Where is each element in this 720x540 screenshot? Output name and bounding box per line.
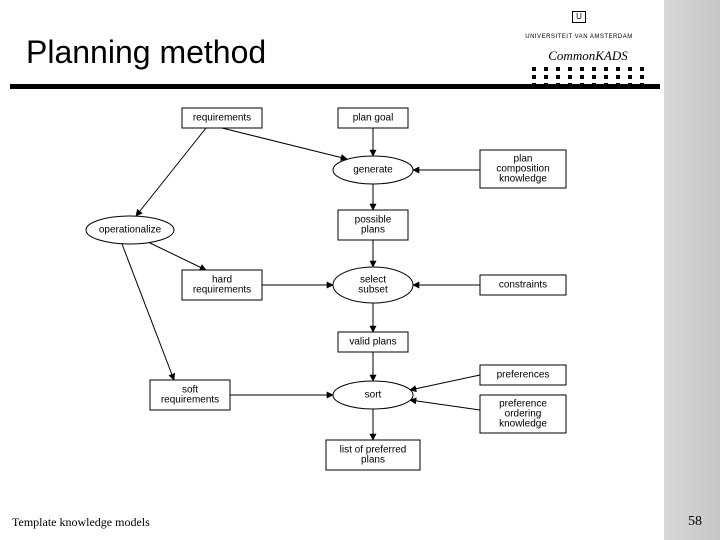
node-plan_comp_know: plancompositionknowledge — [480, 150, 566, 188]
node-sort: sort — [333, 381, 413, 409]
node-label: preferences — [497, 370, 550, 381]
node-generate: generate — [333, 156, 413, 184]
commonkads-text: CommonKADS — [522, 48, 654, 64]
node-label: requirements — [193, 113, 251, 124]
node-hard_req: hardrequirements — [182, 270, 262, 300]
edge-pref_order_know-sort — [410, 400, 480, 410]
university-mark-icon: U — [572, 11, 586, 23]
node-label: requirements — [161, 395, 219, 406]
flowchart-svg: requirements plan goal generate plancomposi… — [40, 100, 660, 500]
node-possible_plans: possibleplans — [338, 210, 408, 240]
node-valid_plans: valid plans — [338, 332, 408, 352]
right-grey-strip — [664, 0, 720, 540]
node-select_subset: selectsubset — [333, 267, 413, 303]
university-logo: U UNIVERSITEIT VAN AMSTERDAM — [504, 6, 654, 43]
node-label: knowledge — [499, 419, 547, 430]
university-text: UNIVERSITEIT VAN AMSTERDAM — [525, 34, 632, 40]
edge-requirements-generate — [222, 128, 347, 159]
footer-text: Template knowledge models — [12, 515, 150, 530]
slide: U UNIVERSITEIT VAN AMSTERDAM CommonKADS … — [0, 0, 720, 540]
flowchart-diagram: requirements plan goal generate plancomposi… — [40, 100, 660, 500]
node-label: valid plans — [349, 337, 396, 348]
commonkads-logo: CommonKADS — [522, 48, 654, 88]
edge-requirements-operationalize — [136, 128, 206, 216]
node-preferences: preferences — [480, 365, 566, 385]
node-plan_goal: plan goal — [338, 108, 408, 128]
node-requirements: requirements — [182, 108, 262, 128]
slide-title: Planning method — [26, 34, 266, 71]
edge-operationalize-soft_req — [122, 244, 174, 380]
node-pref_order_know: preferenceorderingknowledge — [480, 395, 566, 433]
node-label: generate — [353, 165, 393, 176]
title-underline — [10, 84, 660, 89]
node-label: plans — [361, 225, 385, 236]
node-operationalize: operationalize — [86, 216, 174, 244]
node-constraints: constraints — [480, 275, 566, 295]
node-label: plans — [361, 455, 385, 466]
node-label: operationalize — [99, 225, 162, 236]
node-list_pref_plans: list of preferredplans — [326, 440, 420, 470]
node-label: requirements — [193, 285, 251, 296]
node-label: sort — [365, 390, 382, 401]
node-label: constraints — [499, 280, 547, 291]
node-soft_req: softrequirements — [150, 380, 230, 410]
edge-operationalize-hard_req — [148, 242, 206, 270]
node-label: knowledge — [499, 174, 547, 185]
node-label: subset — [358, 285, 388, 296]
page-number: 58 — [688, 514, 702, 530]
edge-preferences-sort — [410, 375, 480, 390]
node-label: plan goal — [353, 113, 394, 124]
